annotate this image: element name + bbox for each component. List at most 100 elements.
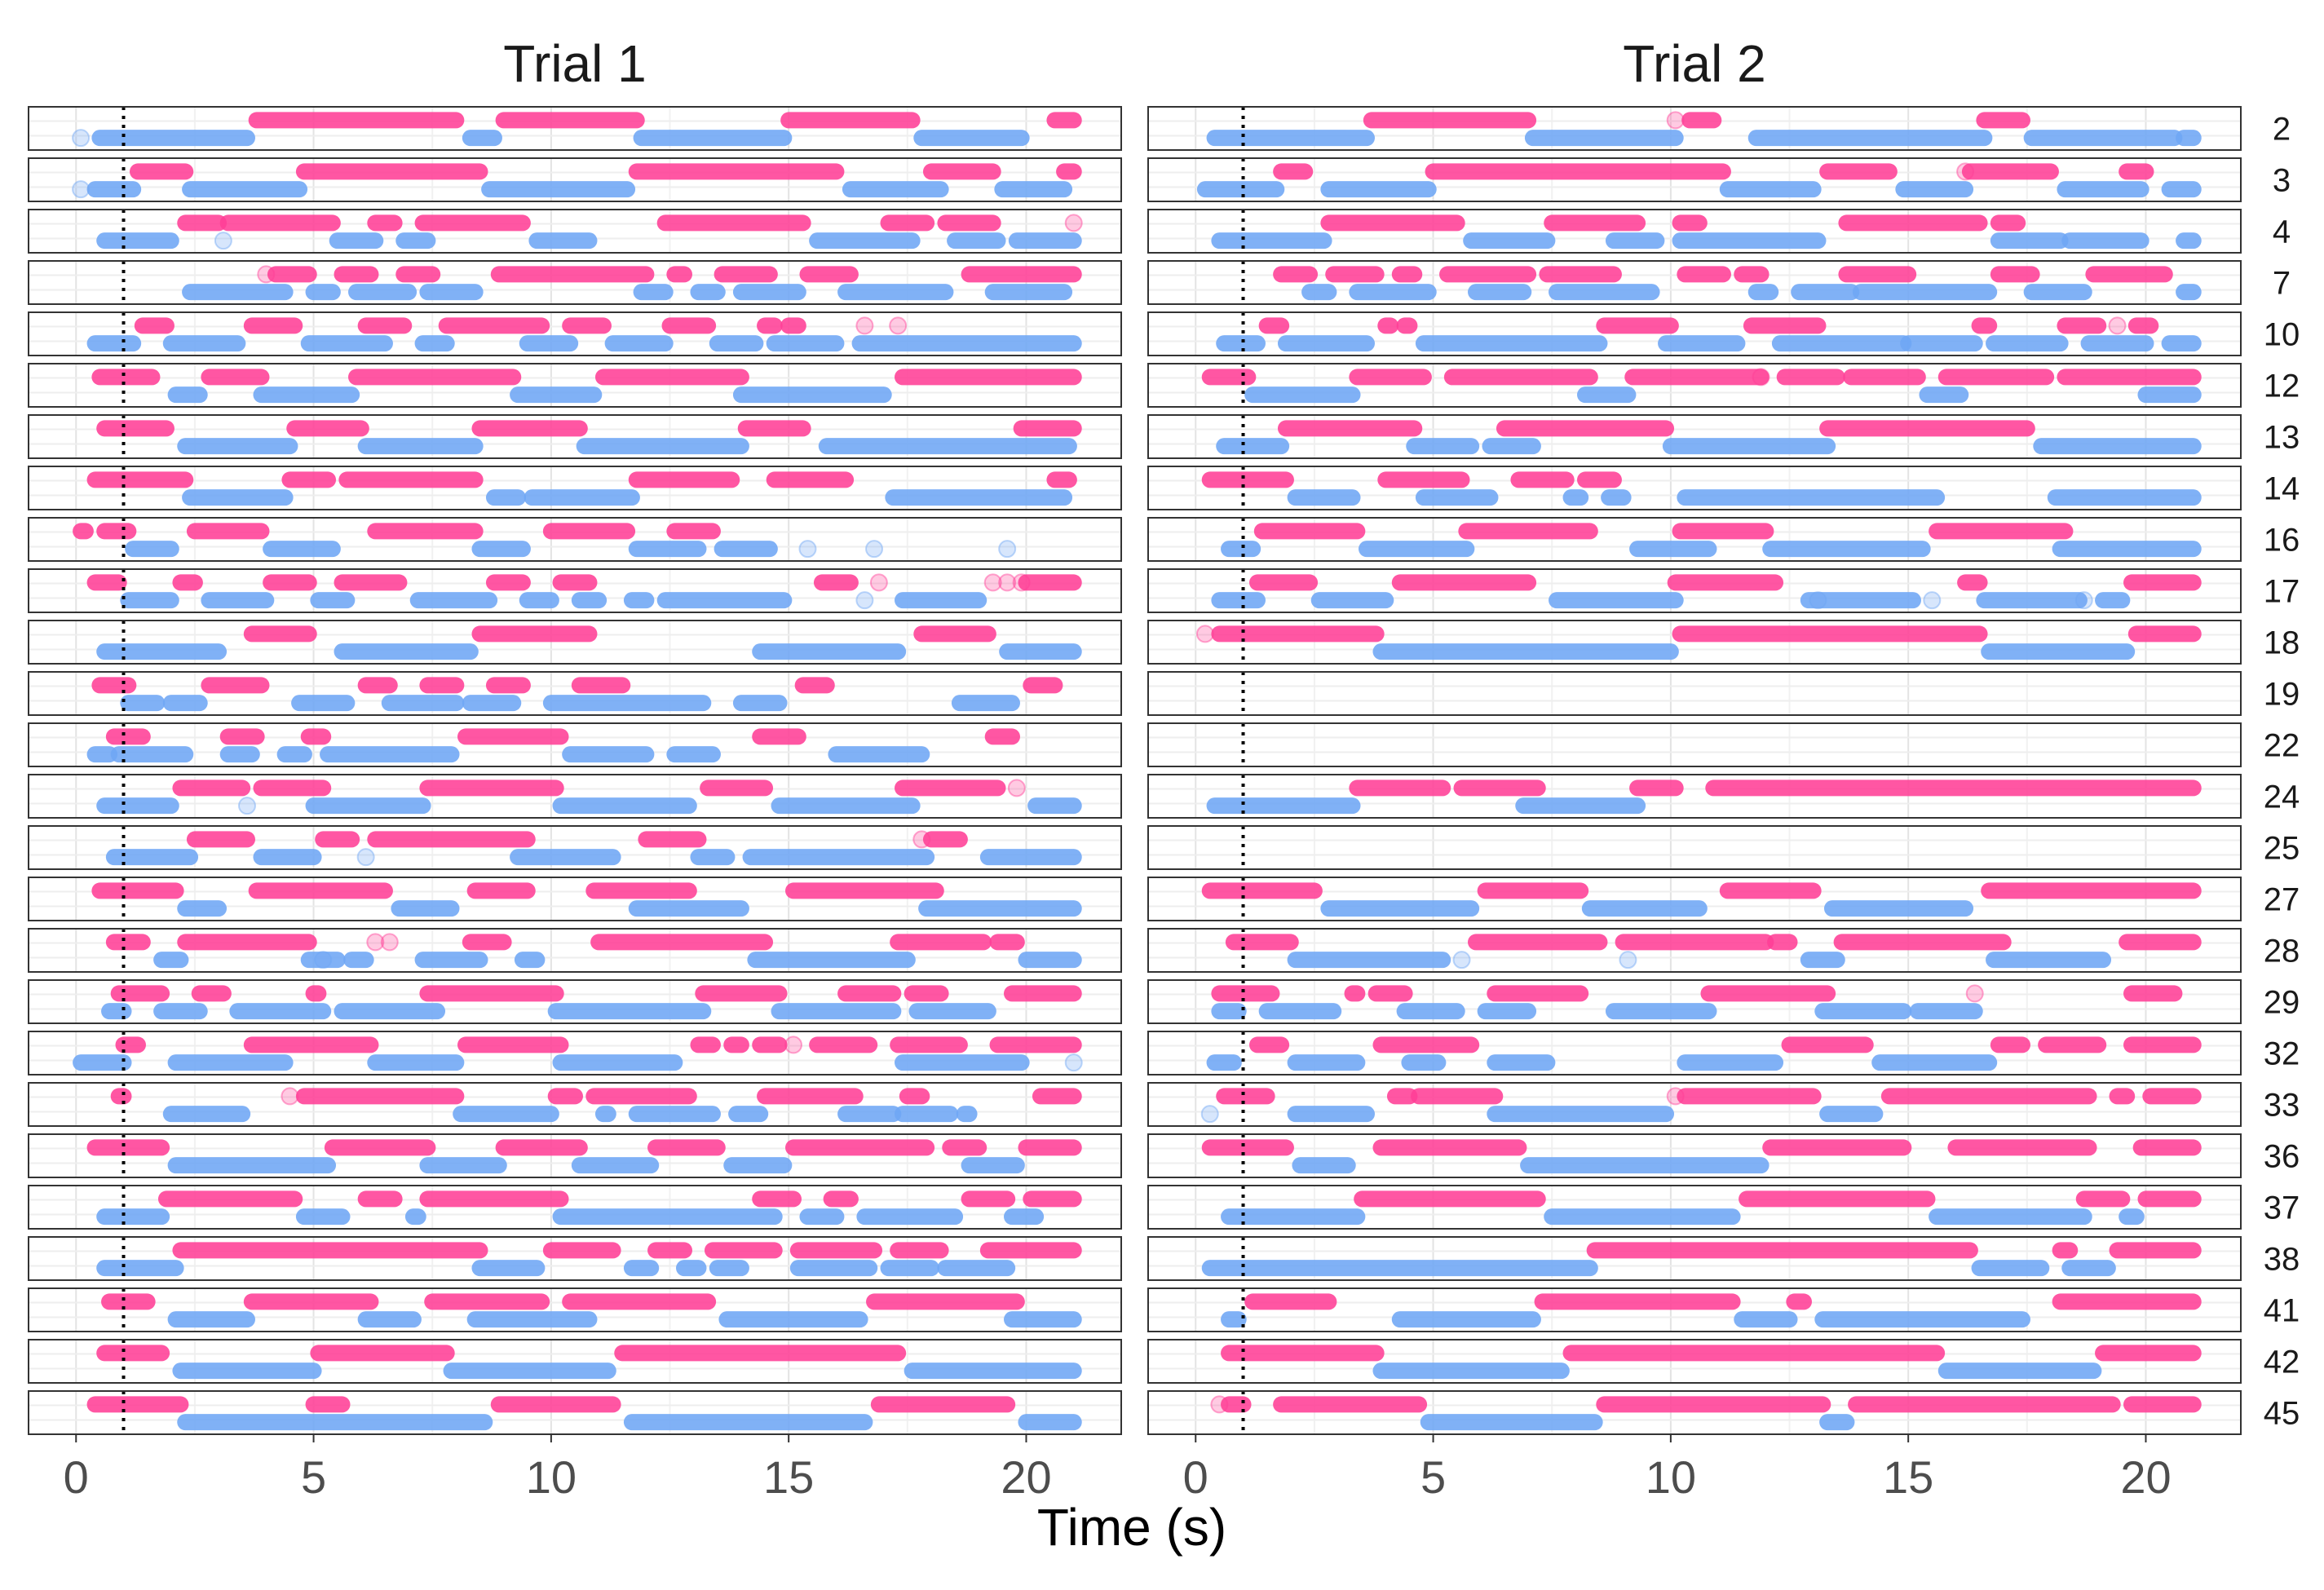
row-label: 24 bbox=[2264, 780, 2300, 815]
row-36 bbox=[1147, 1133, 2242, 1178]
row-label: 10 bbox=[2264, 317, 2300, 353]
row-25 bbox=[1147, 825, 2242, 870]
row-28 bbox=[1147, 928, 2242, 973]
row-border bbox=[28, 517, 1122, 562]
row-16 bbox=[28, 517, 1122, 562]
blue-point bbox=[855, 591, 874, 610]
pink-point bbox=[1965, 984, 1984, 1003]
row-border bbox=[28, 1031, 1122, 1075]
row-border bbox=[1147, 1082, 2242, 1127]
row-13 bbox=[28, 414, 1122, 459]
row-45 bbox=[28, 1390, 1122, 1435]
row-border bbox=[1147, 568, 2242, 613]
row-border bbox=[28, 311, 1122, 356]
row-label: 16 bbox=[2264, 523, 2300, 559]
blue-point bbox=[72, 129, 91, 148]
row-border bbox=[28, 1082, 1122, 1127]
row-border bbox=[28, 1287, 1122, 1332]
row-border bbox=[28, 260, 1122, 305]
blue-point bbox=[238, 797, 256, 815]
row-19 bbox=[1147, 671, 2242, 716]
row-label: 25 bbox=[2264, 831, 2300, 867]
row-22 bbox=[28, 722, 1122, 767]
x-tick-label: 0 bbox=[1183, 1451, 1208, 1503]
row-label: 19 bbox=[2264, 677, 2300, 713]
row-border bbox=[1147, 1236, 2242, 1281]
row-22 bbox=[1147, 722, 2242, 767]
row-41 bbox=[1147, 1287, 2242, 1332]
row-41 bbox=[28, 1287, 1122, 1332]
row-label: 36 bbox=[2264, 1139, 2300, 1175]
pink-point bbox=[366, 933, 385, 952]
pink-point bbox=[1007, 779, 1026, 797]
row-33 bbox=[1147, 1082, 2242, 1127]
row-border bbox=[1147, 157, 2242, 202]
x-tick-label: 10 bbox=[526, 1451, 577, 1503]
row-border bbox=[1147, 311, 2242, 356]
row-border bbox=[1147, 671, 2242, 716]
row-border bbox=[1147, 620, 2242, 665]
pink-point bbox=[912, 830, 931, 849]
row-border bbox=[1147, 517, 2242, 562]
row-label: 3 bbox=[2273, 163, 2291, 199]
row-label: 12 bbox=[2264, 369, 2300, 404]
row-14 bbox=[1147, 466, 2242, 510]
row-border bbox=[1147, 414, 2242, 459]
row-14 bbox=[28, 466, 1122, 510]
row-label: 2 bbox=[2273, 112, 2291, 148]
pink-point bbox=[855, 316, 874, 335]
x-tick-label: 15 bbox=[763, 1451, 814, 1503]
x-axis-title: Time (s) bbox=[1037, 1498, 1226, 1557]
row-border bbox=[28, 671, 1122, 716]
pink-point bbox=[1012, 573, 1031, 592]
x-tick-label: 5 bbox=[301, 1451, 326, 1503]
row-border bbox=[28, 568, 1122, 613]
blue-point bbox=[314, 951, 333, 969]
row-label: 17 bbox=[2264, 574, 2300, 610]
row-27 bbox=[28, 877, 1122, 921]
row-border bbox=[28, 466, 1122, 510]
row-label: 37 bbox=[2264, 1190, 2300, 1226]
x-tick-label: 0 bbox=[64, 1451, 89, 1503]
row-28 bbox=[28, 928, 1122, 973]
pink-point bbox=[1666, 111, 1685, 130]
blue-point bbox=[1452, 951, 1471, 969]
row-border bbox=[1147, 363, 2242, 408]
row-border bbox=[1147, 979, 2242, 1024]
row-24 bbox=[28, 774, 1122, 819]
x-tick-label: 15 bbox=[1883, 1451, 1933, 1503]
pink-point bbox=[784, 1036, 802, 1054]
pink-point bbox=[281, 1087, 299, 1106]
row-3 bbox=[1147, 157, 2242, 202]
x-tick-label: 5 bbox=[1420, 1451, 1446, 1503]
row-29 bbox=[28, 979, 1122, 1024]
row-label: 45 bbox=[2264, 1396, 2300, 1432]
blue-point bbox=[798, 540, 817, 559]
panel-title: Trial 1 bbox=[503, 34, 646, 93]
blue-point bbox=[72, 180, 91, 199]
row-border bbox=[1147, 722, 2242, 767]
row-4 bbox=[28, 209, 1122, 254]
row-32 bbox=[1147, 1031, 2242, 1075]
row-border bbox=[1147, 106, 2242, 151]
row-label: 4 bbox=[2273, 214, 2291, 250]
row-label: 32 bbox=[2264, 1036, 2300, 1072]
blue-point bbox=[1809, 591, 1827, 610]
pink-point bbox=[1064, 214, 1083, 232]
row-label: 22 bbox=[2264, 728, 2300, 764]
row-border bbox=[1147, 1339, 2242, 1384]
row-border bbox=[1147, 877, 2242, 921]
row-border bbox=[28, 1339, 1122, 1384]
row-18 bbox=[1147, 620, 2242, 665]
row-label: 41 bbox=[2264, 1293, 2300, 1329]
row-border bbox=[28, 722, 1122, 767]
pink-point bbox=[983, 573, 1002, 592]
panels-layer: Trial 1 0 5 10 15 20 Trial 2 0 5 10 15 20 bbox=[28, 34, 2242, 1503]
row-42 bbox=[1147, 1339, 2242, 1384]
row-17 bbox=[28, 568, 1122, 613]
row-25 bbox=[28, 825, 1122, 870]
row-label: 13 bbox=[2264, 420, 2300, 456]
pink-point bbox=[380, 933, 399, 952]
row-border bbox=[28, 1390, 1122, 1435]
blue-point bbox=[2074, 591, 2093, 610]
